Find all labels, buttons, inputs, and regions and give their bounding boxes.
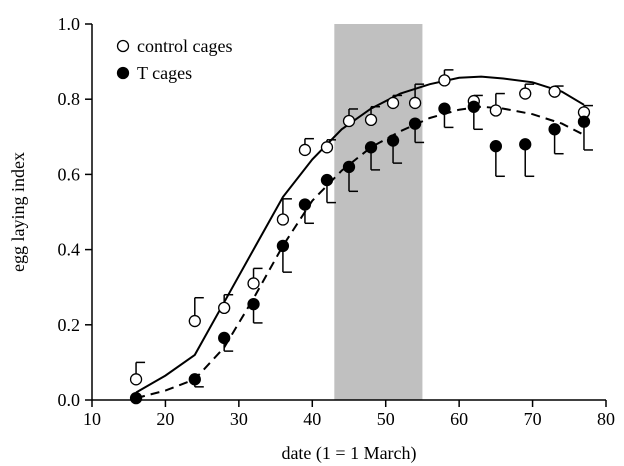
legend-marker-series-1 xyxy=(116,39,130,53)
data-point-series-1-8 xyxy=(342,114,356,128)
data-point-series-1-6 xyxy=(298,143,312,157)
legend-label-series-2: T cages xyxy=(137,63,192,83)
data-point-series-1-7 xyxy=(320,141,334,154)
y-tick-label: 0.0 xyxy=(58,390,81,410)
y-tick-label: 0.8 xyxy=(58,89,81,109)
x-tick-label: 70 xyxy=(524,409,542,429)
data-point-series-1-10 xyxy=(386,96,400,110)
data-point-series-2-5 xyxy=(276,239,290,252)
data-point-series-2-8 xyxy=(342,160,356,174)
shaded-region xyxy=(334,24,423,400)
legend-marker-series-2 xyxy=(116,66,130,80)
data-point-series-2-11 xyxy=(408,117,422,130)
data-point-series-2-13 xyxy=(467,100,480,113)
data-point-series-2-2 xyxy=(188,373,201,386)
x-tick-label: 60 xyxy=(450,409,468,429)
data-point-series-2-4 xyxy=(247,297,260,311)
data-point-series-2-6 xyxy=(298,198,312,211)
x-axis-label: date (1 = 1 March) xyxy=(281,443,416,464)
data-point-series-2-1 xyxy=(129,391,143,405)
data-point-series-1-14 xyxy=(489,104,503,117)
data-point-series-2-16 xyxy=(548,123,561,136)
data-point-series-2-14 xyxy=(489,140,503,153)
data-point-series-2-3 xyxy=(218,331,231,345)
fit-curve-series-2 xyxy=(135,105,585,400)
legend-label-series-1: control cages xyxy=(137,36,232,56)
x-tick-label: 80 xyxy=(597,409,615,429)
x-tick-label: 20 xyxy=(156,409,174,429)
x-tick-label: 30 xyxy=(230,409,248,429)
data-point-series-1-11 xyxy=(408,96,422,110)
data-point-series-2-17 xyxy=(577,115,591,128)
y-tick-label: 0.4 xyxy=(58,240,81,260)
data-point-series-2-12 xyxy=(438,102,451,115)
data-point-series-1-16 xyxy=(548,85,561,98)
y-tick-label: 1.0 xyxy=(58,14,81,34)
data-point-series-1-12 xyxy=(438,74,451,87)
y-tick-label: 0.2 xyxy=(58,315,81,335)
data-point-series-1-2 xyxy=(188,314,201,328)
data-point-series-1-4 xyxy=(247,277,260,290)
data-point-series-1-1 xyxy=(129,373,143,386)
y-axis-label: egg laying index xyxy=(8,152,28,272)
y-tick-label: 0.6 xyxy=(58,164,81,184)
x-tick-label: 40 xyxy=(303,409,321,429)
data-point-series-2-9 xyxy=(364,141,378,154)
data-point-series-1-5 xyxy=(276,213,290,226)
data-point-series-1-9 xyxy=(364,113,378,127)
data-point-series-2-15 xyxy=(519,138,532,151)
data-point-series-2-7 xyxy=(320,173,334,187)
x-tick-label: 10 xyxy=(83,409,101,429)
data-point-series-1-15 xyxy=(519,87,532,100)
data-point-series-2-10 xyxy=(386,134,400,147)
data-point-series-1-3 xyxy=(218,301,231,315)
x-tick-label: 50 xyxy=(377,409,395,429)
